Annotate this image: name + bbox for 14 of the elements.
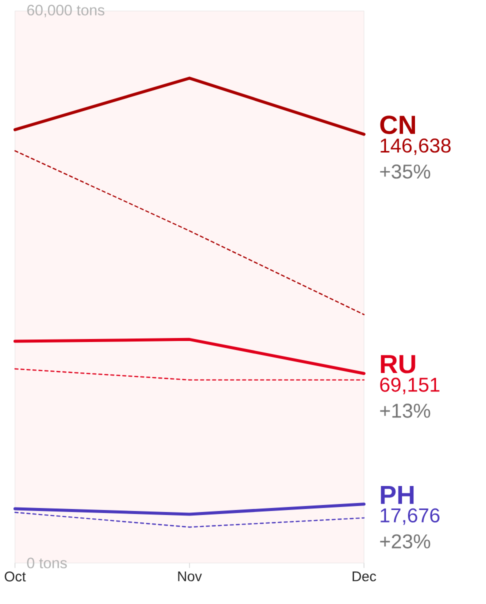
x-tick-label: Oct bbox=[4, 572, 26, 582]
series-label: RU bbox=[380, 355, 416, 374]
annotation: 17,676 bbox=[380, 508, 440, 525]
annotation: 69,151 bbox=[380, 378, 440, 394]
series-label: CN bbox=[380, 116, 415, 134]
x-tick-label: Nov bbox=[178, 572, 202, 582]
annotation: +35% bbox=[380, 164, 430, 179]
annotation: 146,638 bbox=[380, 138, 451, 155]
annotation: +23% bbox=[380, 534, 430, 548]
x-tick-label: Dec bbox=[352, 572, 376, 582]
series-label: PH bbox=[380, 486, 414, 504]
annotation: +13% bbox=[380, 404, 430, 418]
y-tick-label: 0 tons bbox=[27, 558, 67, 568]
y-tick-label: 60,000 tons bbox=[27, 4, 104, 18]
